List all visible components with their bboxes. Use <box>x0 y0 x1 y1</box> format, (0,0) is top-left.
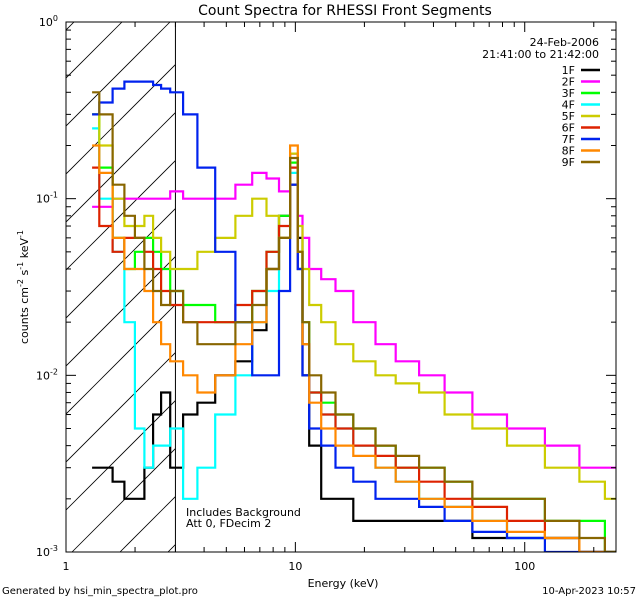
y-tick-label-exp: 0 <box>53 14 58 23</box>
hatch-line <box>66 22 171 127</box>
y-tick-label-base: 10 <box>36 193 50 206</box>
date-label: 24-Feb-2006 <box>530 36 599 49</box>
y-axis-label-exp-2: -1 <box>16 262 25 270</box>
x-tick-label: 100 <box>514 560 535 573</box>
y-tick-label-base: 10 <box>39 16 53 29</box>
footer-timestamp: 10-Apr-2023 10:57 <box>542 586 636 597</box>
plot-frame <box>65 21 617 553</box>
y-axis-label: counts cm-2 s-1 keV-1 <box>16 230 31 344</box>
hatch-line <box>66 208 176 319</box>
y-tick-label: 10-3 <box>36 544 58 559</box>
time-range-label: 21:41:00 to 21:42:00 <box>482 48 599 61</box>
legend-label-8F: 8F <box>562 145 575 158</box>
legend-label-9F: 9F <box>562 156 575 169</box>
y-axis-label-unit-kev: keV <box>18 238 31 262</box>
series-layer <box>92 80 616 552</box>
series-6F <box>92 166 616 552</box>
hatch-line <box>66 400 176 511</box>
y-tick-label-exp: -3 <box>50 544 58 553</box>
legend-label-3F: 3F <box>562 87 575 100</box>
legend-label-2F: 2F <box>562 76 575 89</box>
legend-label-6F: 6F <box>562 122 575 135</box>
y-axis-label-exp-1: -2 <box>16 279 25 287</box>
y-tick-label: 10-1 <box>36 191 58 206</box>
series-9F <box>92 91 616 552</box>
series-5F <box>92 113 616 500</box>
annotation-background: Includes Background <box>186 506 301 519</box>
legend-label-5F: 5F <box>562 110 575 123</box>
svg-text:counts cm-2 s-1 keV-1: counts cm-2 s-1 keV-1 <box>16 230 31 344</box>
y-tick-label-exp: -2 <box>50 367 58 376</box>
annotation-attenuator: Att 0, FDecim 2 <box>186 517 271 530</box>
series-2F <box>92 152 616 469</box>
hatch-line <box>71 448 176 552</box>
legend-label-1F: 1F <box>562 64 575 77</box>
footer-generator: Generated by hsi_min_spectra_plot.pro <box>2 586 198 597</box>
y-tick-label: 100 <box>39 14 58 29</box>
hatch-line <box>66 64 176 175</box>
y-tick-label: 10-2 <box>36 367 58 382</box>
chart-title: Count Spectra for RHESSI Front Segments <box>198 3 492 19</box>
legend-label-4F: 4F <box>562 99 575 112</box>
y-axis-label-unit-s: s <box>18 269 31 278</box>
y-tick-label-base: 10 <box>36 369 50 382</box>
x-tick-label: 10 <box>288 560 302 573</box>
x-axis-label: Energy (keV) <box>308 577 379 590</box>
y-tick-label-base: 10 <box>36 546 50 559</box>
y-tick-label-exp: -1 <box>50 191 58 200</box>
y-axis-label-base: counts cm <box>18 287 31 344</box>
y-axis-label-exp-3: -1 <box>16 230 25 238</box>
legend-label-7F: 7F <box>562 133 575 146</box>
x-tick-label: 1 <box>63 560 70 573</box>
